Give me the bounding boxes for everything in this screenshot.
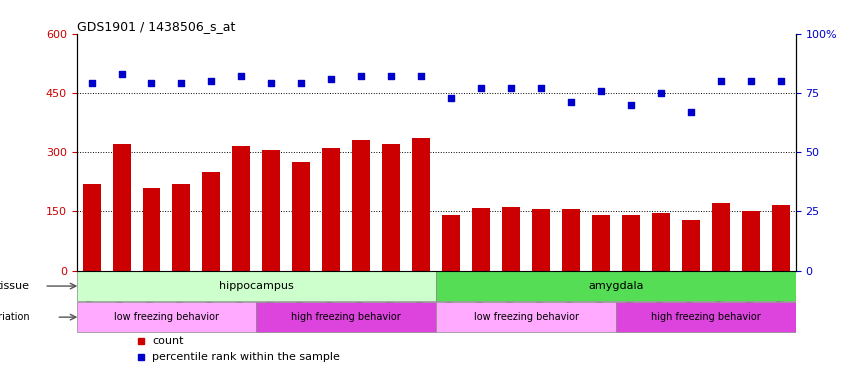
Bar: [83, 184, 100, 270]
Bar: [112, 144, 130, 270]
Bar: [293, 162, 311, 270]
Bar: [622, 215, 640, 270]
Point: [624, 102, 637, 108]
Bar: [436, 271, 796, 301]
Bar: [382, 144, 400, 270]
Text: low freezing behavior: low freezing behavior: [473, 312, 579, 322]
Point: [354, 74, 368, 80]
Point: [294, 81, 308, 87]
Bar: [652, 213, 670, 270]
Bar: [616, 302, 796, 332]
Text: GDS1901 / 1438506_s_at: GDS1901 / 1438506_s_at: [77, 20, 235, 33]
Point: [534, 85, 548, 91]
Point: [174, 81, 188, 87]
Point: [324, 76, 338, 82]
Point: [414, 74, 428, 80]
Bar: [173, 184, 191, 270]
Bar: [592, 215, 610, 270]
Point: [654, 90, 668, 96]
Bar: [256, 302, 436, 332]
Point: [505, 85, 518, 91]
Point: [564, 99, 578, 105]
Point: [385, 74, 398, 80]
Text: high freezing behavior: high freezing behavior: [651, 312, 761, 322]
Point: [744, 78, 757, 84]
Point: [444, 94, 458, 100]
Bar: [772, 206, 790, 270]
Point: [594, 88, 608, 94]
Point: [474, 85, 488, 91]
Bar: [443, 215, 460, 270]
Point: [684, 109, 698, 115]
Bar: [142, 188, 161, 270]
Bar: [262, 150, 280, 270]
Bar: [682, 220, 700, 270]
Text: high freezing behavior: high freezing behavior: [291, 312, 401, 322]
Bar: [203, 172, 220, 270]
Bar: [77, 302, 256, 332]
Bar: [502, 207, 520, 270]
Point: [774, 78, 787, 84]
Text: hippocampus: hippocampus: [219, 281, 294, 291]
Point: [235, 74, 248, 80]
Bar: [436, 302, 616, 332]
Point: [265, 81, 278, 87]
Text: tissue: tissue: [0, 281, 30, 291]
Bar: [232, 146, 250, 270]
Text: low freezing behavior: low freezing behavior: [114, 312, 219, 322]
Point: [115, 71, 129, 77]
Point: [145, 81, 158, 87]
Bar: [472, 208, 490, 270]
Point: [204, 78, 218, 84]
Text: amygdala: amygdala: [588, 281, 643, 291]
Point: [85, 81, 99, 87]
Point: [714, 78, 728, 84]
Bar: [562, 209, 580, 270]
Text: count: count: [152, 336, 184, 346]
Bar: [412, 138, 430, 270]
Bar: [77, 271, 437, 301]
Bar: [532, 209, 550, 270]
Text: percentile rank within the sample: percentile rank within the sample: [152, 352, 340, 362]
Bar: [323, 148, 340, 270]
Bar: [352, 140, 370, 270]
Bar: [711, 203, 730, 270]
Bar: [742, 211, 760, 270]
Text: genotype/variation: genotype/variation: [0, 312, 30, 322]
